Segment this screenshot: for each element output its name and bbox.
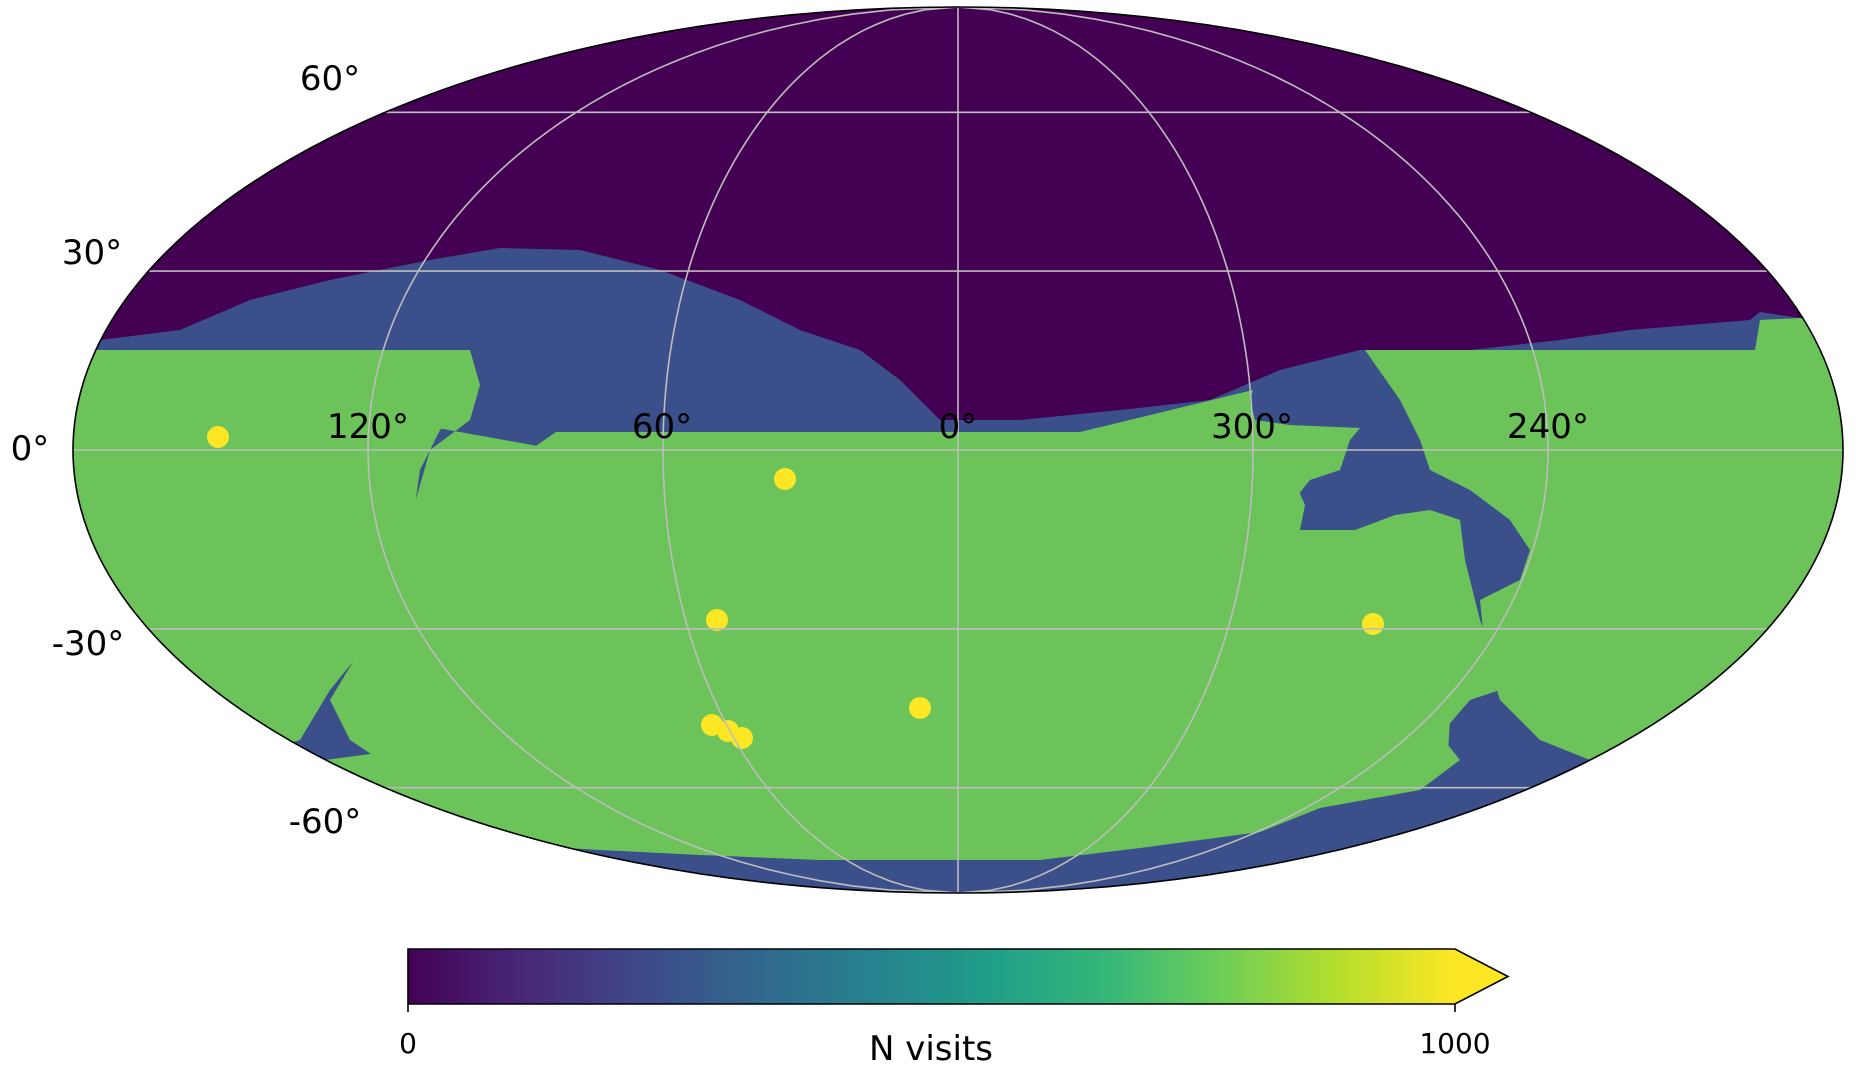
colorbar-label: N visits xyxy=(869,1029,993,1065)
deep-drilling-field-patch xyxy=(1362,613,1384,635)
deep-drilling-field-patch xyxy=(207,426,229,448)
lat-label-60: 60° xyxy=(300,59,360,99)
lat-label-30: 30° xyxy=(62,233,122,273)
lon-label-120: 120° xyxy=(327,407,409,447)
deep-drilling-fields xyxy=(207,426,1384,749)
lon-label-60: 60° xyxy=(632,407,692,447)
colorbar-max-label: 1000 xyxy=(1419,1027,1490,1060)
lon-label-240: 240° xyxy=(1507,407,1589,447)
lon-label-0: 0° xyxy=(939,407,978,447)
colorbar-extend-arrow xyxy=(1455,949,1508,1004)
deep-drilling-field-patch xyxy=(774,468,796,490)
lon-label-300: 300° xyxy=(1211,407,1293,447)
main-field-body xyxy=(478,432,1495,850)
colorbar-gradient xyxy=(408,949,1455,1004)
latitude-labels: 60° 30° 0° -30° -60° xyxy=(11,59,362,842)
right-survey-field xyxy=(1365,318,1843,760)
meridian-line xyxy=(367,6,959,894)
lat-label-0: 0° xyxy=(11,429,50,469)
lat-label-minus30: -30° xyxy=(52,624,125,664)
meridian-line xyxy=(662,6,959,894)
deep-drilling-field-patch xyxy=(706,609,728,631)
deep-drilling-field-patch xyxy=(909,697,931,719)
longitude-labels: 120° 60° 0° 300° 240° xyxy=(327,407,1589,447)
map-outline xyxy=(72,6,1844,894)
meridian-line xyxy=(957,6,1254,894)
meridian-line xyxy=(957,6,1549,894)
graticule xyxy=(73,6,1843,894)
colorbar-outline xyxy=(407,948,1510,1005)
colorbar-min-label: 0 xyxy=(399,1027,417,1060)
lat-label-minus60: -60° xyxy=(289,802,362,842)
colorbar: 0 1000 N visits xyxy=(399,948,1510,1065)
